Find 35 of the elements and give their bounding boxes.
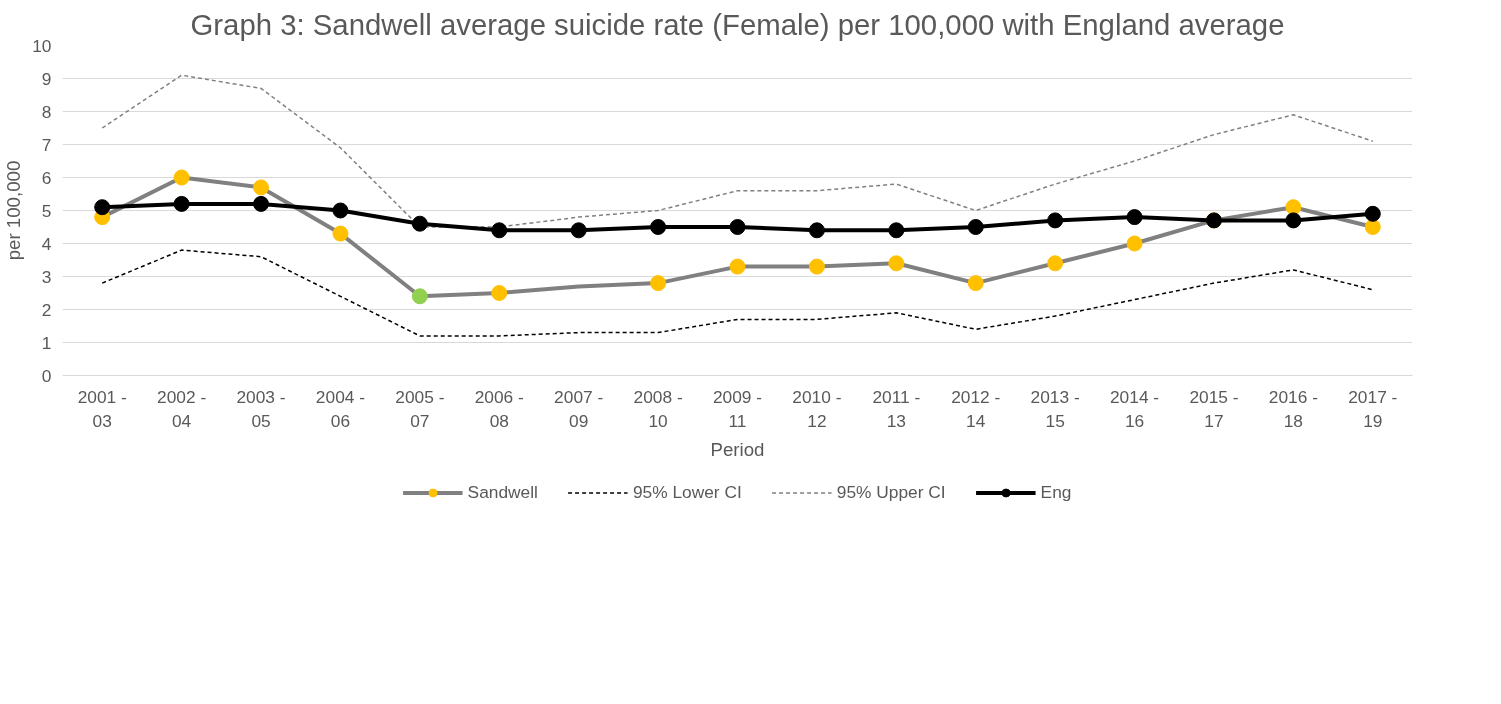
y-tick-label: 9 — [41, 68, 52, 89]
y-tick-label: 8 — [41, 101, 52, 122]
y-tick-label: 6 — [41, 167, 52, 188]
x-tick-label: 2012 - 14 — [951, 386, 1001, 431]
x-axis-title: Period — [710, 438, 765, 460]
x-tick-label: 2009 - 11 — [712, 386, 763, 431]
x-tick-label: 2017 - 19 — [1348, 386, 1398, 431]
x-tick-label: 2015 - 17 — [1189, 386, 1239, 431]
y-tick-label: 2 — [41, 299, 52, 320]
y-tick-label: 3 — [41, 266, 52, 287]
x-tick-label: 2004 - 06 — [315, 386, 366, 431]
legend-label: 95% Lower CI — [632, 481, 742, 503]
legend-label: Eng — [1040, 481, 1072, 503]
y-axis-title: per 100,000 — [3, 160, 25, 261]
x-tick-label: 2006 - 08 — [474, 386, 524, 431]
x-tick-label: 2010 - 12 — [792, 386, 842, 431]
x-tick-label: 2013 - 15 — [1030, 386, 1080, 431]
x-tick-label: 2003 - 05 — [236, 386, 286, 431]
y-tick-label: 10 — [32, 35, 52, 56]
legend-label: Sandwell — [467, 481, 538, 503]
x-tick-label: 2011 - 13 — [872, 386, 921, 431]
y-tick-label: 7 — [41, 134, 52, 155]
x-tick-label: 2016 - 18 — [1268, 386, 1318, 431]
chart-title: Graph 3: Sandwell average suicide rate (Female) per 100,000 with England average — [190, 7, 1285, 41]
x-tick-label: 2014 - 16 — [1109, 386, 1160, 431]
y-tick-label: 4 — [41, 233, 52, 254]
y-tick-label: 0 — [41, 365, 52, 386]
x-tick-label: 2002 - 04 — [157, 386, 207, 431]
y-tick-label: 5 — [41, 200, 52, 221]
y-tick-label: 1 — [41, 332, 52, 353]
x-tick-label: 2005 - 07 — [395, 386, 445, 431]
legend-label: 95% Upper CI — [836, 481, 946, 503]
x-tick-label: 2008 - 10 — [633, 386, 683, 431]
x-tick-label: 2001 - 03 — [77, 386, 127, 431]
x-tick-label: 2007 - 09 — [554, 386, 604, 431]
